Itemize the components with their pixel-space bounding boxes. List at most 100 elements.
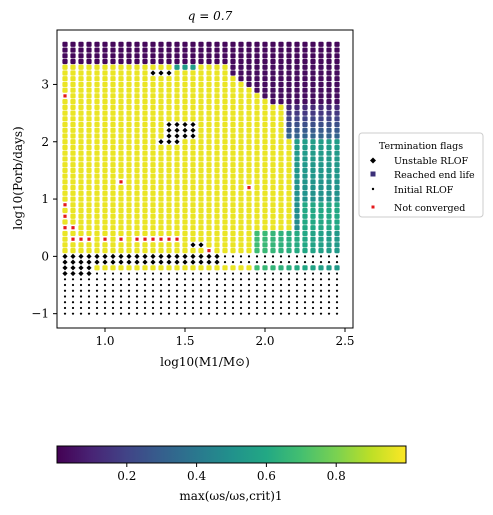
reached-end-life-point	[118, 53, 124, 59]
reached-end-life-point	[126, 265, 132, 271]
reached-end-life-point	[286, 196, 292, 202]
reached-end-life-point	[78, 173, 84, 179]
reached-end-life-point	[310, 53, 316, 59]
reached-end-life-point	[182, 248, 188, 254]
initial-rlof-point	[103, 283, 107, 287]
reached-end-life-point	[62, 70, 68, 76]
reached-end-life-point	[214, 265, 220, 271]
unstable-rlof-point	[190, 127, 196, 133]
reached-end-life-point	[302, 110, 308, 116]
initial-rlof-point	[239, 255, 243, 258]
reached-end-life-point	[326, 41, 332, 47]
reached-end-life-point	[102, 70, 108, 76]
reached-end-life-point	[150, 167, 156, 174]
reached-end-life-point	[286, 144, 292, 151]
unstable-rlof-point	[134, 259, 140, 265]
reached-end-life-point	[182, 213, 188, 219]
reached-end-life-point	[222, 242, 228, 248]
reached-end-life-point	[278, 196, 284, 202]
reached-end-life-point	[294, 64, 300, 70]
reached-end-life-point	[302, 202, 308, 208]
reached-end-life-point	[278, 162, 284, 168]
initial-rlof-point	[151, 306, 155, 310]
reached-end-life-point	[278, 213, 284, 219]
reached-end-life-point	[270, 41, 276, 47]
reached-end-life-point	[302, 265, 308, 271]
reached-end-life-point	[190, 184, 196, 191]
reached-end-life-point	[166, 104, 172, 110]
reached-end-life-point	[318, 76, 324, 82]
initial-rlof-point	[271, 301, 275, 304]
reached-end-life-point	[310, 225, 316, 231]
reached-end-life-point	[158, 110, 164, 116]
reached-end-life-point	[270, 230, 276, 237]
reached-end-life-point	[174, 93, 180, 99]
reached-end-life-point	[110, 144, 116, 151]
reached-end-life-point	[174, 230, 180, 237]
reached-end-life-point	[230, 99, 236, 105]
reached-end-life-point	[230, 202, 236, 208]
reached-end-life-point	[102, 230, 108, 237]
reached-end-life-point	[294, 190, 300, 196]
reached-end-life-point	[134, 110, 140, 116]
reached-end-life-point	[118, 213, 124, 219]
reached-end-life-point	[214, 173, 220, 179]
reached-end-life-point	[118, 104, 124, 110]
reached-end-life-point	[254, 219, 260, 225]
initial-rlof-point	[303, 278, 307, 281]
reached-end-life-point	[62, 47, 68, 53]
reached-end-life-point	[86, 58, 92, 65]
reached-end-life-point	[62, 179, 68, 185]
reached-end-life-point	[206, 242, 212, 248]
reached-end-life-point	[334, 127, 340, 133]
legend-label-not-converged: Not converged	[394, 203, 465, 214]
reached-end-life-point	[174, 242, 180, 248]
reached-end-life-point	[222, 99, 228, 105]
reached-end-life-point	[110, 167, 116, 174]
reached-end-life-point	[278, 179, 284, 185]
unstable-rlof-point	[86, 259, 92, 265]
unstable-rlof-point	[102, 259, 108, 265]
reached-end-life-point	[190, 219, 196, 225]
reached-end-life-point	[326, 173, 332, 179]
reached-end-life-point	[310, 133, 316, 139]
reached-end-life-point	[70, 127, 76, 133]
reached-end-life-point	[86, 144, 92, 151]
reached-end-life-point	[102, 99, 108, 105]
reached-end-life-point	[150, 93, 156, 99]
reached-end-life-point	[150, 179, 156, 185]
reached-end-life-point	[182, 150, 188, 156]
reached-end-life-point	[278, 230, 284, 237]
reached-end-life-point	[158, 173, 164, 179]
reached-end-life-point	[166, 265, 172, 271]
reached-end-life-point	[190, 202, 196, 208]
initial-rlof-point	[191, 312, 195, 315]
reached-end-life-point	[78, 53, 84, 59]
reached-end-life-point	[190, 230, 196, 237]
reached-end-life-point	[182, 207, 188, 214]
reached-end-life-point	[62, 58, 68, 65]
reached-end-life-point	[62, 133, 68, 139]
reached-end-life-point	[230, 207, 236, 214]
initial-rlof-point	[279, 289, 283, 292]
reached-end-life-point	[262, 64, 268, 70]
reached-end-life-point	[158, 133, 164, 139]
reached-end-life-point	[102, 53, 108, 59]
reached-end-life-point	[230, 167, 236, 174]
reached-end-life-point	[318, 202, 324, 208]
reached-end-life-point	[334, 99, 340, 105]
not-converged-point	[135, 237, 139, 241]
reached-end-life-point	[62, 144, 68, 151]
initial-rlof-point	[335, 255, 339, 258]
reached-end-life-point	[78, 87, 84, 93]
not-converged-point	[71, 226, 75, 230]
reached-end-life-point	[150, 110, 156, 116]
legend-marker-initial-rlof	[371, 187, 375, 191]
reached-end-life-point	[294, 81, 300, 88]
reached-end-life-point	[142, 87, 148, 93]
reached-end-life-point	[134, 144, 140, 151]
reached-end-life-point	[302, 133, 308, 139]
reached-end-life-point	[78, 202, 84, 208]
reached-end-life-point	[110, 196, 116, 202]
reached-end-life-point	[190, 265, 196, 271]
